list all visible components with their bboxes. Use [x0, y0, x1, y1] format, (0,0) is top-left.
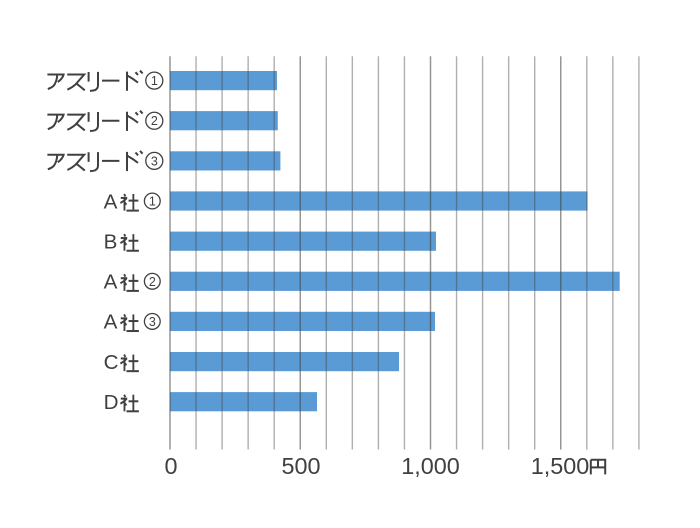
- svg-text:1,000: 1,000: [401, 453, 460, 479]
- svg-text:2: 2: [151, 114, 158, 128]
- svg-text:A: A: [104, 190, 118, 213]
- svg-text:0: 0: [164, 453, 177, 479]
- svg-text:1,500: 1,500: [531, 453, 590, 479]
- svg-text:D: D: [104, 391, 119, 414]
- svg-text:500: 500: [281, 453, 320, 479]
- svg-text:3: 3: [149, 315, 156, 329]
- svg-text:2: 2: [149, 275, 156, 289]
- svg-text:C: C: [104, 351, 119, 374]
- svg-text:1: 1: [149, 195, 156, 209]
- svg-text:3: 3: [151, 154, 158, 168]
- svg-text:1: 1: [151, 74, 158, 88]
- svg-text:B: B: [104, 230, 118, 253]
- svg-text:A: A: [104, 311, 118, 334]
- svg-text:A: A: [104, 271, 118, 294]
